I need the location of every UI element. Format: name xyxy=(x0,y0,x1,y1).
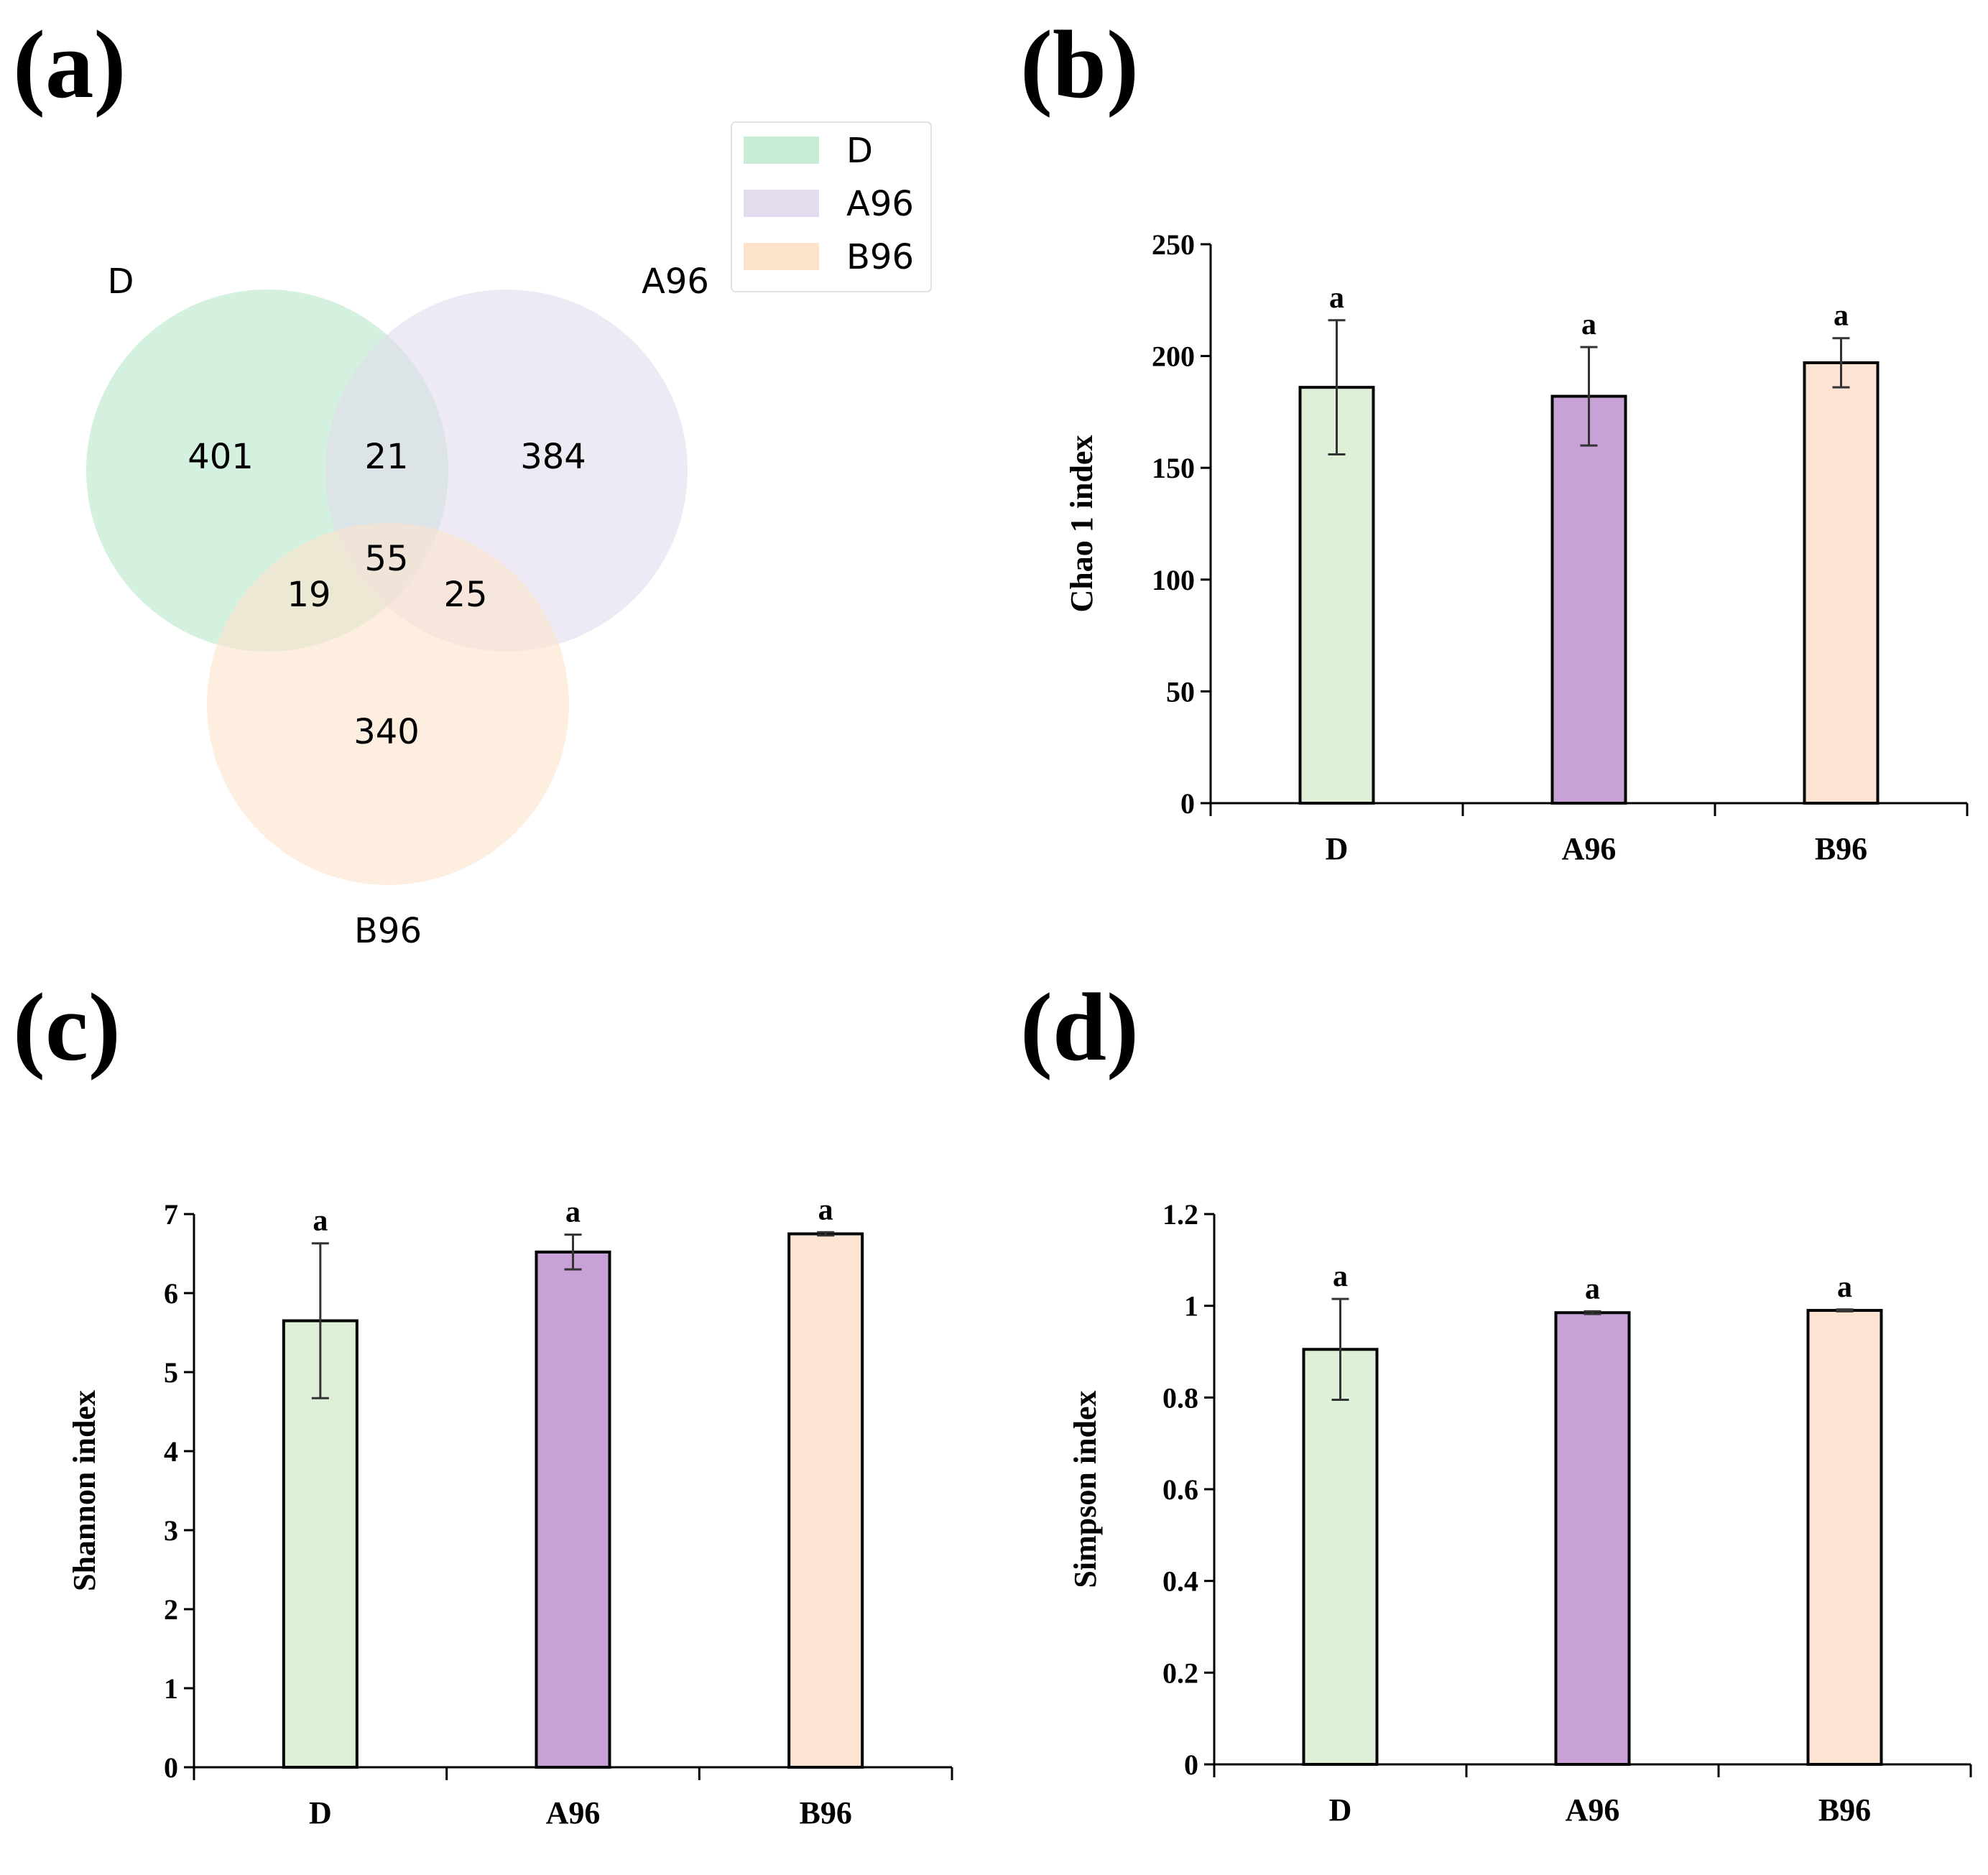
significance-label-A96: a xyxy=(1585,1272,1600,1305)
y-tick-label: 0.6 xyxy=(1162,1473,1198,1506)
x-category-label-A96: A96 xyxy=(1562,831,1617,866)
significance-label-B96: a xyxy=(1834,300,1849,333)
bar-D xyxy=(1298,386,1375,805)
y-tick-label: 4 xyxy=(164,1435,178,1468)
bar-A96 xyxy=(1554,1311,1631,1767)
panel-label-b: (b) xyxy=(1020,11,1139,119)
venn-count-A96-B96: 25 xyxy=(443,575,487,615)
y-tick-label: 0 xyxy=(164,1751,178,1784)
venn-count-A96-only: 384 xyxy=(520,437,586,477)
y-tick-label: 6 xyxy=(164,1277,178,1310)
legend-label-A96: A96 xyxy=(846,184,914,224)
y-tick-label: 0.2 xyxy=(1162,1657,1198,1689)
panel-label-d: (d) xyxy=(1020,974,1139,1081)
y-tick-label: 0.4 xyxy=(1162,1565,1198,1598)
y-tick-label: 0.8 xyxy=(1162,1381,1198,1414)
y-axis-title: Shannon index xyxy=(67,1390,102,1591)
significance-label-A96: a xyxy=(1581,308,1596,341)
x-category-label-B96: B96 xyxy=(799,1795,851,1830)
y-tick-label: 0 xyxy=(1184,1749,1198,1781)
legend-swatch-B96 xyxy=(744,243,819,270)
legend-swatch-A96 xyxy=(744,190,819,217)
bar-B96 xyxy=(787,1232,864,1769)
y-axis-title: Chao 1 index xyxy=(1064,435,1099,613)
bar-B96 xyxy=(1806,1309,1883,1767)
y-tick-label: 7 xyxy=(164,1198,178,1231)
significance-label-D: a xyxy=(313,1205,328,1238)
panel-label-c: (c) xyxy=(13,974,121,1081)
y-tick-label: 3 xyxy=(164,1514,178,1547)
venn-set-label-A96: A96 xyxy=(642,261,709,302)
y-tick-label: 0 xyxy=(1180,787,1195,820)
y-tick-label: 1 xyxy=(1184,1290,1198,1323)
significance-label-D: a xyxy=(1333,1260,1348,1293)
y-tick-label: 200 xyxy=(1152,341,1195,373)
x-category-label-D: D xyxy=(1326,831,1349,866)
legend-label-B96: B96 xyxy=(846,237,914,277)
venn-circle-B96 xyxy=(207,523,569,885)
legend-label-D: D xyxy=(846,131,873,171)
y-tick-label: 100 xyxy=(1152,564,1195,596)
shannon-bar-chart: 0 1 2 3 4 5 6 7 a Da A96 a B96 Shannon index xyxy=(67,1193,953,1830)
y-axis-title: Simpson index xyxy=(1068,1390,1103,1588)
significance-label-B96: a xyxy=(1837,1271,1852,1304)
venn-set-label-B96: B96 xyxy=(354,911,422,951)
significance-label-D: a xyxy=(1329,282,1344,315)
x-category-label-B96: B96 xyxy=(1818,1792,1871,1828)
bar-B96 xyxy=(1803,361,1880,805)
bar-A96 xyxy=(535,1250,611,1769)
x-category-label-D: D xyxy=(309,1795,332,1830)
x-category-label-B96: B96 xyxy=(1815,831,1867,866)
y-tick-label: 250 xyxy=(1152,228,1195,261)
bar-D xyxy=(1302,1348,1379,1766)
venn-legend: D A96 B96 xyxy=(731,121,932,292)
y-tick-label: 1.2 xyxy=(1162,1198,1198,1231)
venn-count-D-A96: 21 xyxy=(364,437,408,477)
bar-A96 xyxy=(1550,394,1627,805)
venn-diagram: D A96 B96 401 21 384 55 19 25 340 D A96 … xyxy=(86,121,932,951)
venn-count-D-B96: 19 xyxy=(287,575,330,615)
significance-label-A96: a xyxy=(565,1196,581,1229)
venn-count-D-only: 401 xyxy=(188,437,254,477)
simpson-bar-chart: 0 0.2 0.4 0.6 0.8 1 1.2 a Da A96 a B96 Simpson index xyxy=(1068,1198,1972,1828)
chao1-bar-chart: 0 50 100 150 200 250 a Da A96 a B96 Chao 1 index xyxy=(1064,228,1969,866)
significance-label-B96: a xyxy=(818,1193,833,1226)
panel-label-a: (a) xyxy=(13,11,126,119)
x-category-label-A96: A96 xyxy=(546,1795,601,1830)
venn-set-label-D: D xyxy=(108,261,134,302)
legend-swatch-D xyxy=(744,136,819,164)
y-tick-label: 50 xyxy=(1166,675,1195,708)
y-tick-label: 150 xyxy=(1152,452,1195,484)
y-tick-label: 1 xyxy=(164,1672,178,1705)
venn-count-all: 55 xyxy=(364,539,408,579)
x-category-label-D: D xyxy=(1329,1792,1352,1828)
x-category-label-A96: A96 xyxy=(1566,1792,1620,1828)
y-tick-label: 2 xyxy=(164,1593,178,1626)
venn-count-B96-only: 340 xyxy=(353,712,420,752)
y-tick-label: 5 xyxy=(164,1356,178,1389)
